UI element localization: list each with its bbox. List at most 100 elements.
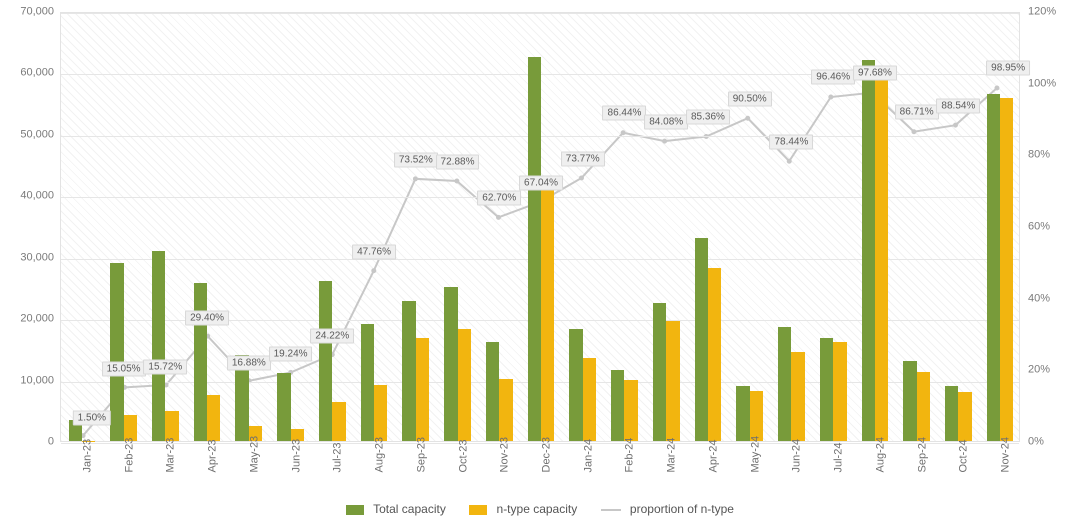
proportion-value-label: 62.70%: [477, 191, 521, 206]
bar-total: [569, 329, 582, 441]
proportion-value-label: 73.77%: [561, 151, 605, 166]
proportion-value-label: 47.76%: [352, 244, 396, 259]
bar-ntype: [875, 69, 888, 441]
proportion-marker: [496, 215, 501, 220]
proportion-marker: [371, 268, 376, 273]
proportion-value-label: 1.50%: [73, 410, 111, 425]
grid-line: [61, 13, 1019, 14]
proportion-value-label: 15.05%: [102, 362, 146, 377]
y-right-tick-label: 60%: [1028, 222, 1050, 233]
legend-item-ntype: n-type capacity: [469, 502, 577, 516]
proportion-value-label: 97.68%: [853, 65, 897, 80]
chart-container: 1.50% 15.05%15.72% 29.40% 16.88%19.24% 24.22…: [0, 0, 1080, 520]
legend-item-total: Total capacity: [346, 502, 446, 516]
bar-total: [194, 283, 207, 441]
proportion-value-label: 78.44%: [769, 134, 813, 149]
bar-ntype: [624, 380, 637, 441]
y-left-tick-label: 0: [4, 437, 54, 448]
proportion-value-label: 88.54%: [936, 98, 980, 113]
proportion-marker: [994, 86, 999, 91]
x-tick-label: Mar-23: [165, 472, 177, 473]
bar-total: [653, 303, 666, 441]
x-tick-label: Feb-24: [624, 472, 636, 473]
proportion-marker: [621, 130, 626, 135]
bar-total: [987, 94, 1000, 441]
proportion-value-label: 19.24%: [269, 347, 313, 362]
x-tick-label: Feb-23: [123, 472, 135, 473]
bar-total: [736, 386, 749, 441]
plot-area: 1.50% 15.05%15.72% 29.40% 16.88%19.24% 24.22…: [60, 12, 1020, 442]
bar-total: [110, 263, 123, 441]
proportion-value-label: 96.46%: [811, 70, 855, 85]
x-tick-label: Mar-24: [666, 472, 678, 473]
proportion-marker: [911, 129, 916, 134]
legend: Total capacity n-type capacity proportio…: [0, 502, 1080, 516]
x-tick-label: Apr-23: [207, 472, 219, 473]
bar-ntype: [165, 411, 178, 441]
bar-ntype: [666, 321, 679, 441]
x-tick-label: Jun-23: [290, 472, 302, 473]
proportion-value-label: 86.44%: [603, 106, 647, 121]
bar-total: [444, 287, 457, 441]
bar-ntype: [791, 352, 804, 441]
proportion-value-label: 85.36%: [686, 110, 730, 125]
proportion-marker: [953, 123, 958, 128]
x-tick-label: Aug-23: [374, 472, 386, 473]
legend-label-total: Total capacity: [373, 502, 446, 516]
y-left-tick-label: 50,000: [4, 129, 54, 140]
bar-ntype: [374, 385, 387, 441]
bar-ntype: [332, 402, 345, 441]
y-left-tick-label: 30,000: [4, 252, 54, 263]
bar-ntype: [458, 329, 471, 441]
bar-total: [862, 60, 875, 441]
bar-ntype: [708, 268, 721, 441]
x-tick-label: Jan-23: [81, 472, 93, 473]
bar-total: [778, 327, 791, 441]
y-right-tick-label: 100%: [1028, 78, 1056, 89]
legend-label-proportion: proportion of n-type: [630, 502, 734, 516]
bar-ntype: [917, 372, 930, 441]
x-tick-label: Jun-24: [791, 472, 803, 473]
legend-item-proportion: proportion of n-type: [601, 502, 734, 516]
y-right-tick-label: 120%: [1028, 7, 1056, 18]
y-left-tick-label: 10,000: [4, 375, 54, 386]
bar-total: [903, 361, 916, 441]
x-tick-label: Jul-24: [833, 472, 845, 473]
proportion-value-label: 16.88%: [227, 355, 271, 370]
bar-ntype: [583, 358, 596, 441]
legend-label-ntype: n-type capacity: [497, 502, 578, 516]
x-tick-label: Jul-23: [332, 472, 344, 473]
proportion-value-label: 98.95%: [986, 61, 1030, 76]
proportion-value-label: 72.88%: [436, 154, 480, 169]
y-right-tick-label: 40%: [1028, 293, 1050, 304]
y-left-tick-label: 70,000: [4, 7, 54, 18]
proportion-marker: [787, 159, 792, 164]
bar-ntype: [416, 338, 429, 441]
bar-total: [361, 324, 374, 441]
proportion-marker: [579, 175, 584, 180]
y-left-tick-label: 60,000: [4, 68, 54, 79]
x-tick-label: May-23: [248, 472, 260, 473]
bar-total: [528, 57, 541, 441]
bar-ntype: [207, 395, 220, 441]
x-tick-label: Jan-24: [582, 472, 594, 473]
legend-line-proportion: [601, 509, 621, 511]
bar-total: [820, 338, 833, 441]
proportion-marker: [828, 95, 833, 100]
x-tick-label: Nov-23: [499, 472, 511, 473]
proportion-value-label: 29.40%: [185, 310, 229, 325]
proportion-value-label: 15.72%: [143, 359, 187, 374]
legend-swatch-ntype: [469, 505, 487, 515]
x-tick-label: Nov-24: [1000, 472, 1012, 473]
legend-swatch-total: [346, 505, 364, 515]
bar-total: [152, 251, 165, 441]
y-right-tick-label: 20%: [1028, 365, 1050, 376]
y-right-tick-label: 0%: [1028, 437, 1044, 448]
bar-ntype: [750, 391, 763, 441]
proportion-value-label: 24.22%: [310, 329, 354, 344]
x-tick-label: Dec-23: [541, 472, 553, 473]
proportion-value-label: 67.04%: [519, 175, 563, 190]
bar-total: [611, 370, 624, 441]
x-tick-label: Aug-24: [874, 472, 886, 473]
x-tick-label: May-24: [749, 472, 761, 473]
